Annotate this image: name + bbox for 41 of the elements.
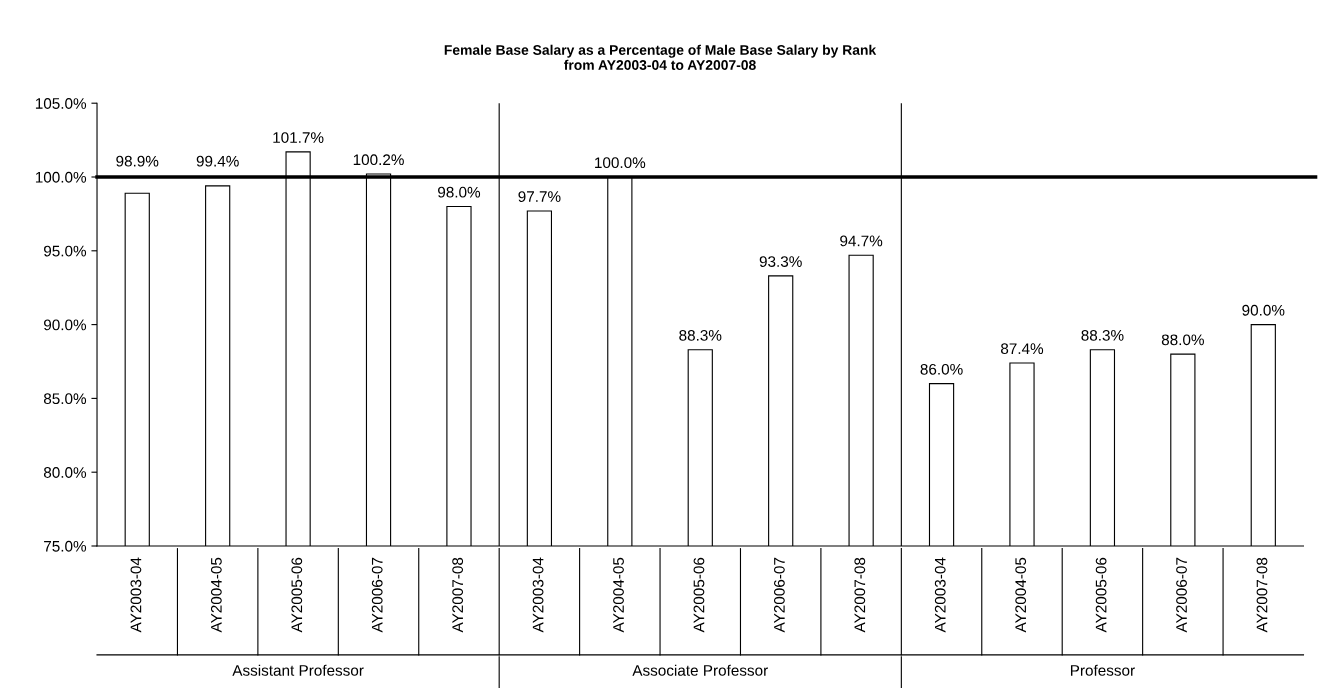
y-tick-label: 75.0% [44,540,87,552]
y-tick-label: 100.0% [35,171,87,183]
x-tick-label: AY2004-05 [1015,557,1027,633]
data-label: 88.0% [1161,334,1204,346]
data-label: 98.0% [438,186,481,198]
y-tick-label: 105.0% [35,98,87,109]
data-label: 88.3% [1081,329,1124,341]
x-tick-label: AY2006-07 [1176,557,1187,633]
y-tick-label: 80.0% [43,467,87,478]
x-tick-label: AY2006-07 [773,557,785,633]
x-tick-label: AY2005-06 [693,557,705,633]
x-tick-label: AY2007-08 [1256,557,1268,633]
y-tick-label: 90.0% [44,319,87,331]
text: Professor [1070,664,1135,676]
data-label: 88.3% [679,329,722,341]
data-label: 101.7% [273,132,324,143]
x-tick-label: AY2006-07 [371,557,383,633]
data-label: 90.0% [1242,304,1285,316]
data-label: 87.4% [1000,343,1044,355]
x-tick-label: AY2004-05 [210,557,222,633]
x-tick-label: AY2003-04 [532,557,544,633]
x-tick-label: AY2005-06 [291,557,303,633]
text: Assistant Professor [232,664,364,676]
text: Associate Professor [632,664,768,676]
data-label: 93.3% [759,256,802,267]
x-tick-label: AY2007-08 [854,557,866,633]
y-tick-label: 85.0% [43,393,87,405]
data-label: 98.9% [116,155,159,167]
data-label: 94.7% [840,235,883,247]
y-tick-label: 95.0% [44,245,87,257]
x-tick-label: AY2004-05 [613,557,624,633]
x-tick-label: AY2003-04 [934,557,946,633]
data-label: 99.4% [196,155,239,167]
x-tick-label: AY2003-04 [130,557,142,633]
data-label: 100.2% [353,154,404,166]
data-label: 100.0% [595,157,646,169]
x-tick-label: AY2007-08 [452,557,464,633]
data-label: 86.0% [920,363,963,375]
data-label: 97.7% [518,191,561,203]
chart-title: Female Base Salary as a Percentage of Male Base Salary by Rank from AY2003-04 to AY2007-08 [444,44,877,70]
x-tick-label: AY2005-06 [1095,557,1107,633]
